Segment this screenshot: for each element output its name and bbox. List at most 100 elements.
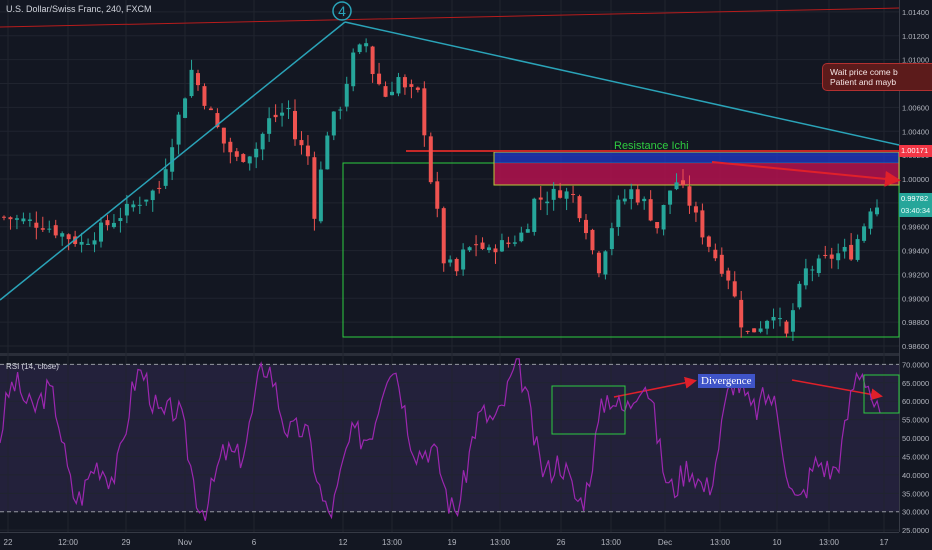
candle-body	[480, 242, 485, 249]
candle-body	[655, 222, 660, 229]
candle-body	[422, 88, 427, 136]
candle-body	[118, 218, 123, 222]
resistance-blue-zone	[494, 152, 899, 163]
candle-body	[512, 242, 517, 244]
candle-body	[60, 233, 65, 237]
candle-body	[14, 218, 19, 220]
candle-body	[383, 86, 388, 97]
candle-body	[629, 189, 634, 200]
price-tick-label: 0.98800	[902, 318, 929, 327]
candle-body	[719, 254, 724, 274]
price-tick-label: 1.00000	[902, 175, 929, 184]
rsi-tick-label: 45.0000	[902, 452, 929, 461]
candle-body	[713, 249, 718, 259]
candle-body	[208, 108, 213, 111]
candle-body	[752, 328, 757, 333]
candle-body	[790, 310, 795, 332]
candle-body	[648, 199, 653, 221]
candle-body	[21, 218, 26, 222]
candle-body	[27, 219, 32, 221]
candle-body	[267, 118, 272, 134]
resistance-ichi-label: Resistance Ichi	[614, 140, 689, 152]
wave-4-label: 4	[338, 3, 346, 19]
candle-body	[163, 169, 168, 186]
candle-body	[668, 190, 673, 205]
price-tick-label: 0.99600	[902, 223, 929, 232]
candle-body	[739, 299, 744, 328]
candle-body	[797, 283, 802, 308]
x-tick-label: 13:00	[710, 538, 731, 547]
candle-body	[532, 198, 537, 232]
candle-body	[305, 145, 310, 157]
candle-body	[577, 196, 582, 219]
candle-body	[584, 219, 588, 234]
candle-body	[390, 91, 394, 96]
candle-body	[836, 253, 841, 261]
candle-body	[124, 203, 129, 216]
candle-body	[260, 133, 265, 150]
candle-body	[661, 204, 666, 230]
candle-body	[370, 46, 375, 75]
uptrend-line	[0, 21, 346, 301]
symbol-title: U.S. Dollar/Swiss Franc, 240, FXCM	[6, 4, 152, 14]
candle-body	[53, 225, 58, 236]
price-tick-label: 1.01400	[902, 8, 929, 17]
candle-body	[99, 222, 103, 242]
candle-body	[693, 206, 698, 213]
candle-body	[215, 113, 220, 128]
candle-body	[875, 207, 879, 215]
candle-body	[810, 269, 815, 271]
rsi-tick-label: 40.0000	[902, 471, 929, 480]
rsi-series-line	[0, 358, 881, 521]
candle-body	[286, 107, 291, 110]
candle-body	[415, 87, 420, 90]
candle-body	[396, 77, 401, 94]
x-tick-label: 17	[880, 538, 889, 547]
candle-body	[499, 240, 504, 252]
candle-body	[2, 216, 6, 218]
x-tick-label: Nov	[178, 538, 192, 547]
rsi-tick-label: 35.0000	[902, 489, 929, 498]
candle-body	[79, 241, 84, 245]
resistance-price-label: 1.00171	[899, 145, 932, 157]
resistance-arrow	[711, 161, 901, 187]
candle-body	[331, 111, 336, 136]
x-tick-label: 12:00	[58, 538, 79, 547]
candle-body	[642, 198, 647, 202]
candle-body	[435, 181, 440, 209]
candle-body	[519, 232, 524, 242]
candle-body	[254, 148, 259, 158]
candle-body	[228, 141, 233, 153]
resistance-ichi-zone	[494, 163, 899, 185]
candle-body	[8, 217, 13, 220]
candle-body	[681, 180, 685, 186]
candle-body	[823, 254, 828, 257]
candle-body	[732, 281, 737, 297]
candle-body	[467, 247, 472, 251]
candle-body	[47, 228, 52, 230]
rsi-tick-label: 50.0000	[902, 434, 929, 443]
downtrend-line	[344, 21, 900, 146]
price-tick-label: 1.00600	[902, 103, 929, 112]
candle-body	[137, 204, 142, 206]
candle-body	[131, 204, 136, 208]
candle-body	[92, 240, 97, 245]
candle-body	[234, 151, 239, 157]
note-line-2: Patient and mayb	[830, 77, 897, 87]
candle-body	[111, 222, 116, 228]
candle-body	[86, 243, 91, 245]
candle-body	[176, 114, 181, 145]
candle-body	[402, 77, 407, 88]
candle-body	[538, 197, 543, 200]
candle-body	[687, 186, 692, 206]
candle-body	[144, 199, 149, 202]
divergence-box-left	[551, 385, 626, 435]
candle-body	[700, 210, 705, 238]
rsi-title: RSI (14, close)	[6, 362, 59, 371]
candle-body	[525, 229, 530, 233]
x-tick-label: 13:00	[819, 538, 840, 547]
candle-body	[816, 258, 821, 274]
rsi-tick-label: 60.0000	[902, 397, 929, 406]
